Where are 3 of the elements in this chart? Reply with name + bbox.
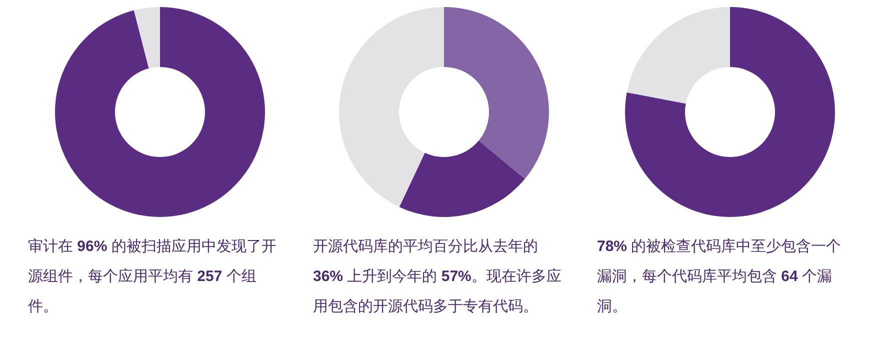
text: 审计在 96% 的被扫描应用中发现了开源组件，每个应用平均有 257 个组件。 xyxy=(28,238,276,315)
text: 78% 的被检查代码库中至少包含一个漏洞，每个代码库平均包含 64 个漏洞。 xyxy=(597,238,842,315)
text: 开源代码库的平均百分比从去年的 36% 上升到今年的 57%。现在许多应用包含的开源代码多于专有代码。 xyxy=(313,237,562,317)
